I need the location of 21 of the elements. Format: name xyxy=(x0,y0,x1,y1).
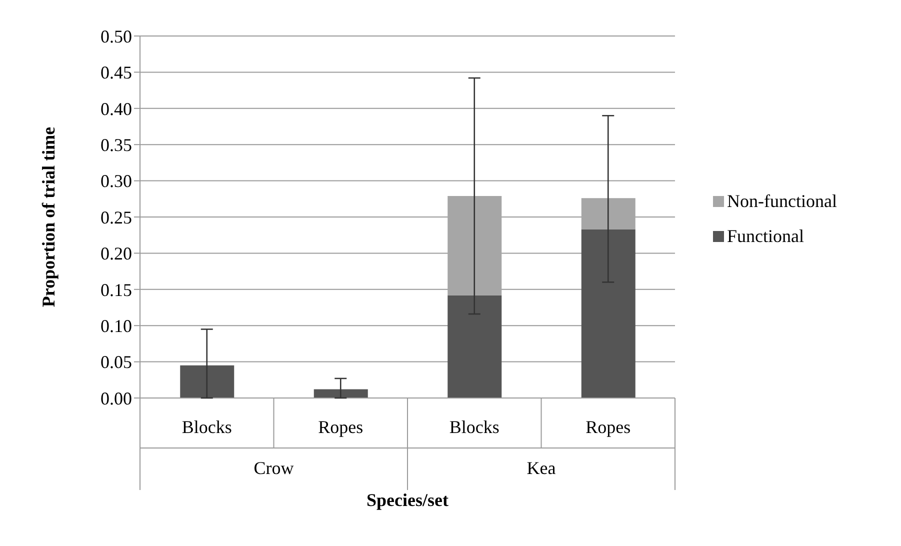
x-tick-label: Blocks xyxy=(182,417,232,437)
x-axis-title: Species/set xyxy=(366,490,448,510)
y-tick-label: 0.45 xyxy=(100,62,132,83)
y-tick-label: 0.30 xyxy=(100,171,132,192)
y-tick-label: 0.50 xyxy=(100,26,132,46)
y-tick-label: 0.20 xyxy=(100,244,132,264)
y-tick-label: 0.10 xyxy=(100,316,132,336)
x-tick-label: Ropes xyxy=(318,417,364,437)
legend-label: Non-functional xyxy=(727,191,837,212)
y-tick-label: 0.40 xyxy=(100,98,132,119)
text: Crow xyxy=(254,458,294,478)
y-tick-label: 0.35 xyxy=(100,134,132,155)
y-tick-label: 0.25 xyxy=(100,207,132,228)
text: Kea xyxy=(526,458,556,478)
x-tick-label: Ropes xyxy=(586,417,631,437)
y-tick-label: 0.15 xyxy=(100,280,132,300)
legend-label: Functional xyxy=(727,226,804,247)
y-axis-title: Proportion of trial time xyxy=(38,126,58,308)
y-tick-label: 0.05 xyxy=(100,352,132,372)
y-tick-label: 0.00 xyxy=(100,388,132,408)
x-tick-label: Blocks xyxy=(449,417,500,437)
